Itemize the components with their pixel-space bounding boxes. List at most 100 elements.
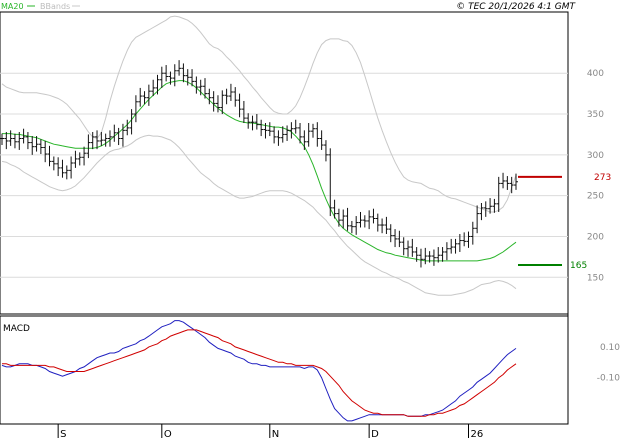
price-bar [475, 205, 480, 234]
legend: MA20 BBands [1, 2, 80, 11]
resistance-label: 273 [594, 173, 611, 183]
price-bar [168, 71, 173, 85]
price-bar [203, 78, 208, 99]
legend-bbands-label: BBands [40, 2, 70, 11]
price-bar [501, 172, 506, 189]
price-tick-label: 300 [587, 151, 604, 161]
price-bar [280, 126, 285, 143]
price-bar [401, 237, 406, 256]
price-bar [336, 208, 341, 227]
price-bar [125, 119, 130, 136]
price-bar [509, 176, 514, 194]
price-bar [315, 122, 320, 147]
price-bar [185, 69, 190, 86]
date-label: D [371, 429, 379, 440]
price-bar [198, 79, 203, 96]
price-bar [267, 122, 272, 137]
macd-tick-label: 0.10 [600, 343, 620, 353]
price-bar [64, 165, 69, 180]
price-bar [410, 238, 415, 257]
price-bar [56, 157, 61, 177]
copyright-label: © TEC 20/1/2026 4:1 GMT [456, 2, 576, 12]
price-bar [220, 90, 225, 115]
price-bars [0, 60, 518, 268]
price-bar [341, 209, 346, 229]
price-bar [488, 198, 493, 214]
price-bar [345, 207, 350, 231]
price-bar [107, 130, 112, 147]
price-bar [414, 247, 419, 262]
price-bar [496, 176, 501, 212]
price-bar [349, 220, 354, 234]
price-bar [34, 136, 39, 152]
price-tick-label: 150 [587, 273, 604, 283]
price-bar [457, 234, 462, 252]
macd-axis-labels: 0.10 -0.10 [597, 343, 621, 384]
price-bar [444, 242, 449, 261]
price-bar [99, 131, 104, 146]
price-bar [302, 130, 307, 150]
price-bar [449, 238, 454, 254]
date-label: S [60, 429, 66, 440]
price-bar [479, 202, 484, 221]
price-bar [73, 150, 78, 168]
price-bar [151, 79, 156, 97]
price-bar [354, 216, 359, 235]
price-bar [332, 199, 337, 219]
legend-ma20-label: MA20 [1, 2, 24, 11]
price-bar [181, 63, 186, 83]
date-label: O [164, 429, 172, 440]
price-bar [47, 145, 52, 167]
price-bar [393, 229, 398, 248]
price-bar [17, 131, 22, 150]
price-bar [384, 216, 389, 235]
support-label: 165 [570, 261, 587, 271]
price-levels: 273 165 [518, 173, 611, 271]
price-bar [103, 133, 108, 147]
price-bar [483, 201, 488, 217]
price-tick-label: 250 [587, 192, 604, 202]
price-bar [492, 198, 497, 213]
price-bar [25, 131, 30, 150]
price-bar [224, 88, 229, 105]
price-bar [120, 123, 125, 147]
price-bar [82, 146, 87, 166]
price-bar [4, 131, 9, 150]
price-bar [431, 249, 436, 266]
price-bar [397, 230, 402, 248]
price-bar [51, 156, 56, 171]
price-bar [38, 139, 43, 155]
price-tick-label: 400 [587, 69, 604, 79]
macd-line [1, 320, 517, 422]
price-bar [21, 128, 26, 144]
bband-lower-line [1, 134, 517, 296]
price-bar [60, 159, 65, 178]
price-bar [406, 240, 411, 257]
price-bar [323, 140, 328, 162]
price-bar [142, 91, 147, 105]
price-bar [133, 95, 138, 123]
price-bar [233, 87, 238, 107]
price-bar [69, 156, 74, 179]
price-bar [427, 251, 432, 263]
price-bar [328, 148, 333, 217]
ma20-line [2, 80, 517, 262]
price-bar [254, 114, 259, 130]
price-panel-frame [0, 11, 569, 315]
date-axis: S O N D 26 [57, 424, 483, 440]
price-bar [319, 130, 324, 150]
macd-tick-label: -0.10 [597, 374, 621, 384]
price-axis-labels: 150 200 250 300 350 400 [587, 69, 604, 283]
macd-panel-frame [0, 315, 569, 425]
date-label: 26 [470, 429, 483, 440]
price-bar [388, 224, 393, 243]
price-bar [263, 123, 268, 139]
price-bar [380, 218, 385, 234]
price-bar [90, 131, 95, 150]
date-label: N [272, 429, 279, 440]
price-bar [466, 231, 471, 248]
price-bar [77, 152, 82, 166]
price-tick-label: 350 [587, 110, 604, 120]
macd-title: MACD [3, 324, 30, 334]
